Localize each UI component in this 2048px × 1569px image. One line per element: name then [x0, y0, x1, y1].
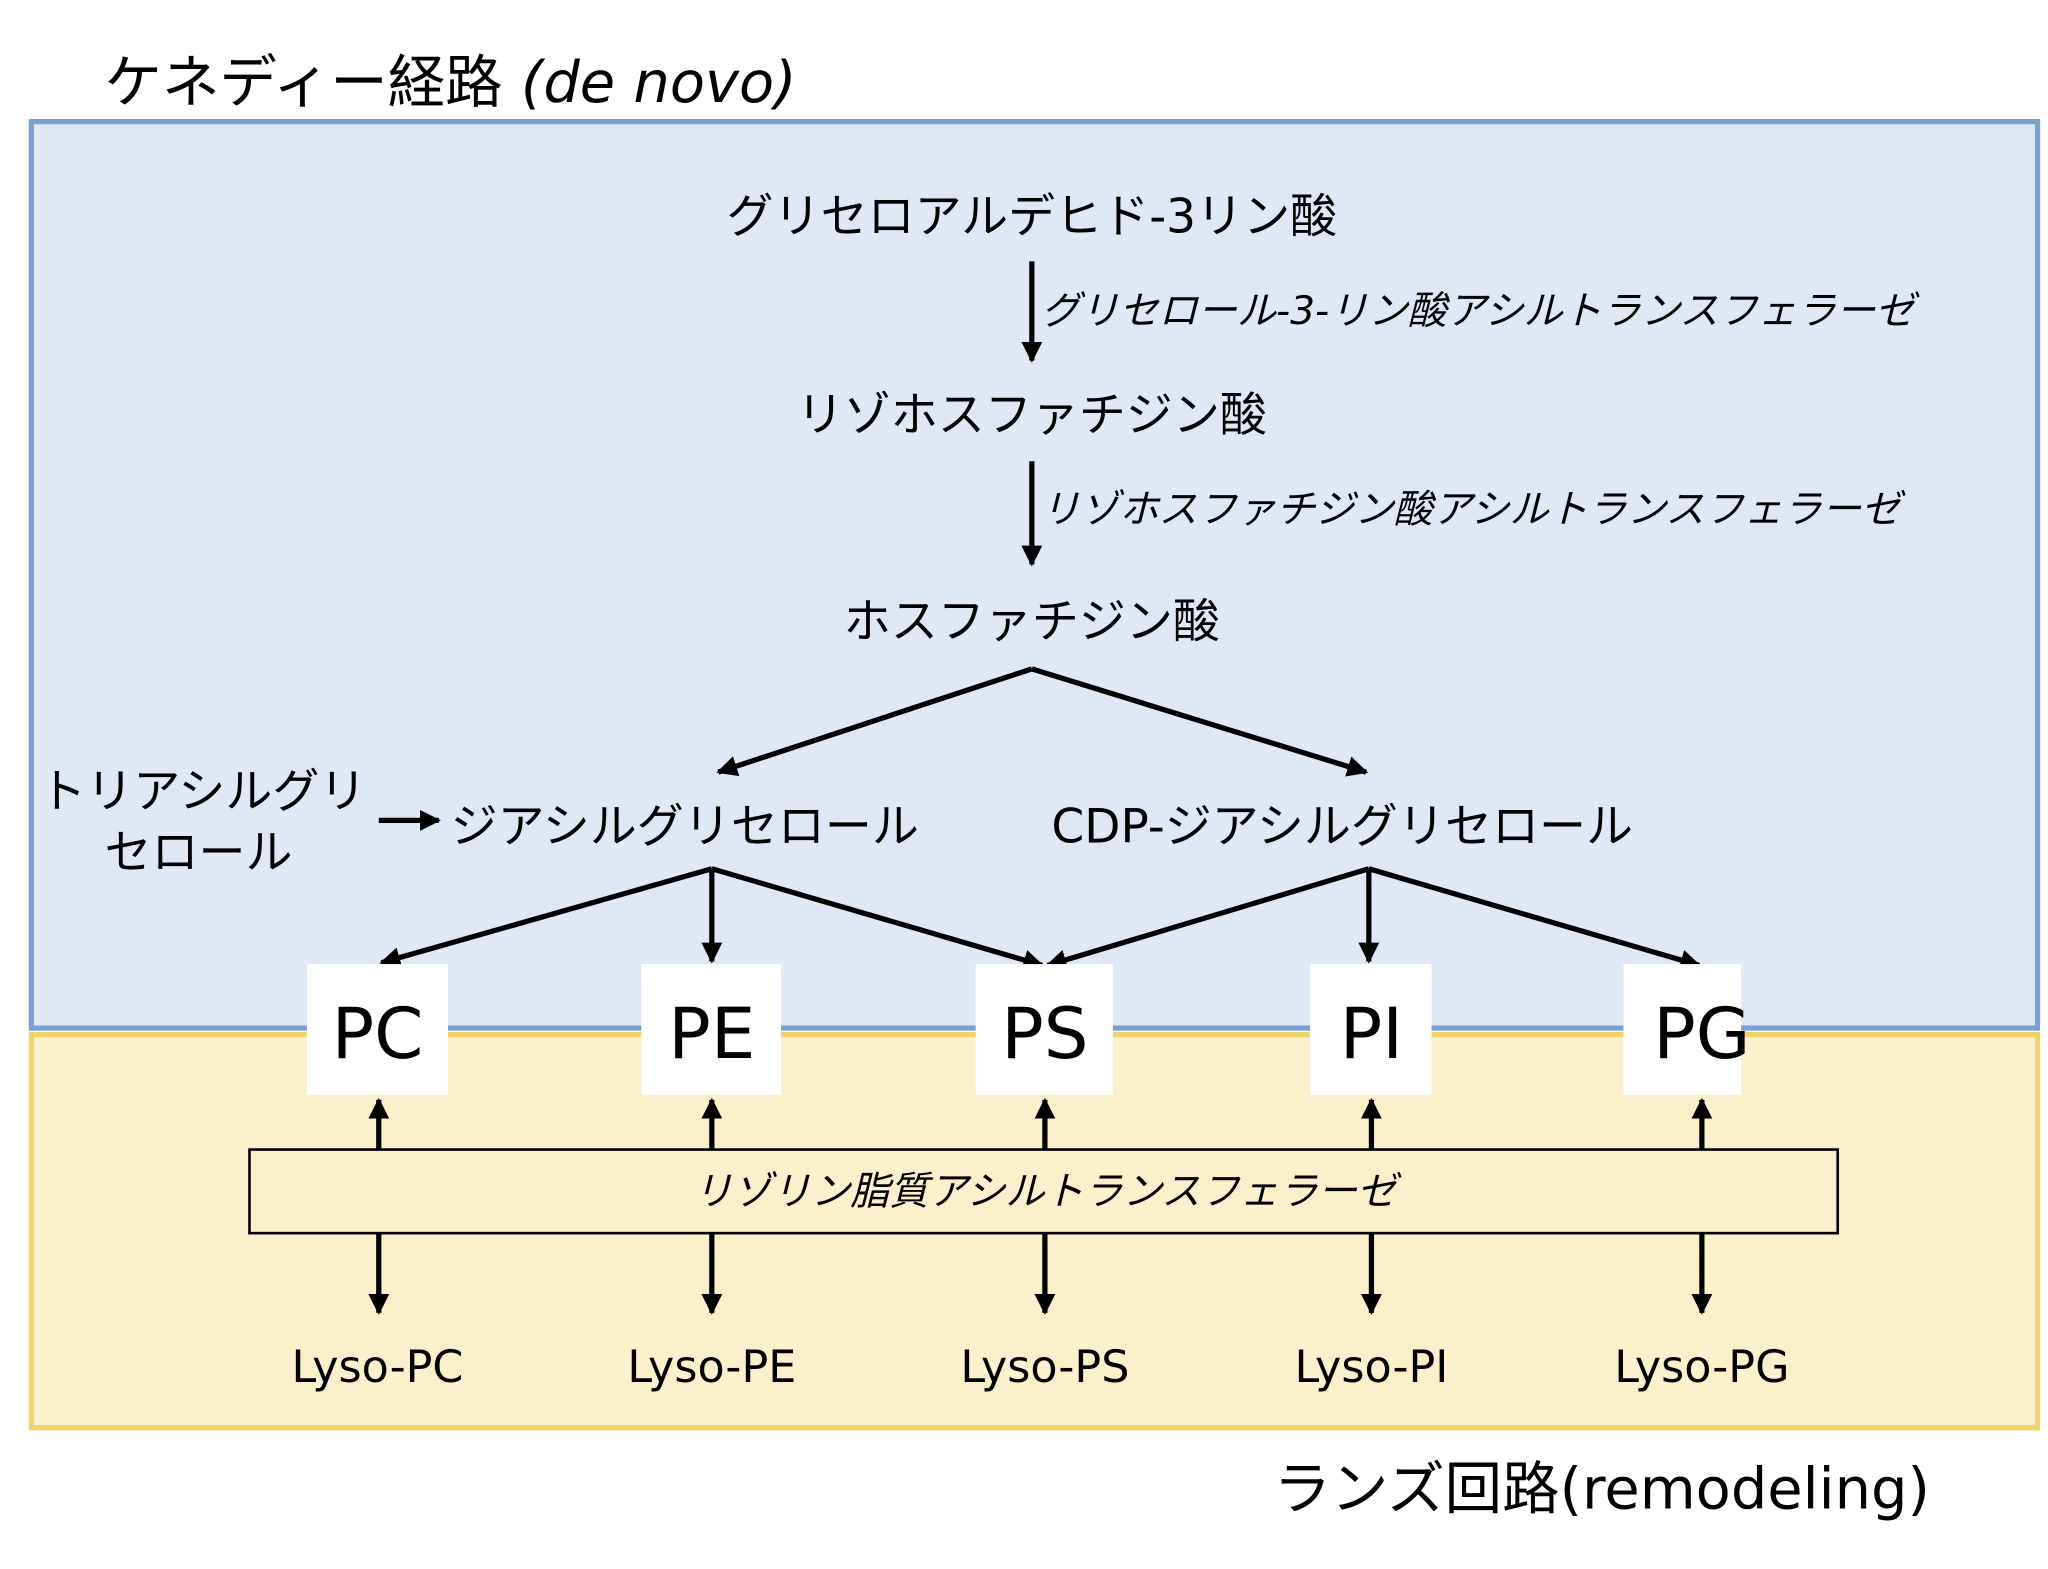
- lands-cycle-title: ランズ回路(remodeling): [1273, 1456, 1929, 1523]
- lipid-label: PI: [1340, 993, 1403, 1075]
- lipid-label: PS: [1001, 993, 1088, 1075]
- kennedy-pathway-title: ケネディー経路 (de novo): [104, 49, 796, 116]
- node-lysophosphatidic-acid: リゾホスファチジン酸: [797, 388, 1267, 443]
- lipid-label: PC: [332, 993, 424, 1075]
- node-triacylglycerol-line1: トリアシルグリ: [39, 764, 366, 819]
- arrow-pa-to-dag: [716, 666, 1033, 777]
- arrow-cdp-dag-to-pg: [1368, 866, 1702, 971]
- node-glyceraldehyde-3-phosphate: グリセロアルデヒド-3リン酸: [727, 190, 1338, 245]
- enzyme-lplat: リゾリン脂質アシルトランスフェラーゼ: [694, 1169, 1403, 1214]
- lyso-pi: Lyso-PI: [1294, 1342, 1448, 1393]
- lipid-pi: PI: [1310, 964, 1432, 1095]
- arrow-dag-to-ps: [711, 866, 1045, 971]
- lands-arrows: [368, 1097, 1713, 1315]
- lipid-pe: PE: [641, 964, 782, 1095]
- lipid-pg: PG: [1623, 964, 1750, 1095]
- lyso-ps: Lyso-PS: [960, 1342, 1129, 1393]
- lyso-pg: Lyso-PG: [1614, 1342, 1789, 1393]
- arrow-cdp-dag-to-ps: [1045, 866, 1370, 970]
- lipid-pc: PC: [306, 964, 448, 1095]
- lyso-pe: Lyso-PE: [627, 1342, 796, 1393]
- node-phosphatidic-acid: ホスファチジン酸: [844, 595, 1220, 650]
- enzyme-lpaat: リゾホスファチジン酸アシルトランスフェラーゼ: [1041, 488, 1906, 533]
- node-diacylglycerol: ジアシルグリセロール: [451, 800, 919, 855]
- node-triacylglycerol-line2: セロール: [104, 826, 292, 881]
- arrow-pa-to-cdp-dag: [1031, 666, 1369, 777]
- enzyme-gpat: グリセロール-3-リン酸アシルトランスフェラーゼ: [1041, 289, 1920, 334]
- arrow-dag-to-pc: [379, 866, 713, 968]
- lyso-pc: Lyso-PC: [292, 1342, 464, 1393]
- lipid-label: PG: [1653, 993, 1750, 1075]
- lipid-label: PE: [668, 993, 755, 1075]
- node-cdp-diacylglycerol: CDP-ジアシルグリセロール: [1051, 800, 1633, 855]
- kennedy-pathway-region: [28, 119, 2041, 1031]
- lipid-ps: PS: [975, 964, 1113, 1095]
- enzyme-lplat-box: [248, 1148, 1840, 1235]
